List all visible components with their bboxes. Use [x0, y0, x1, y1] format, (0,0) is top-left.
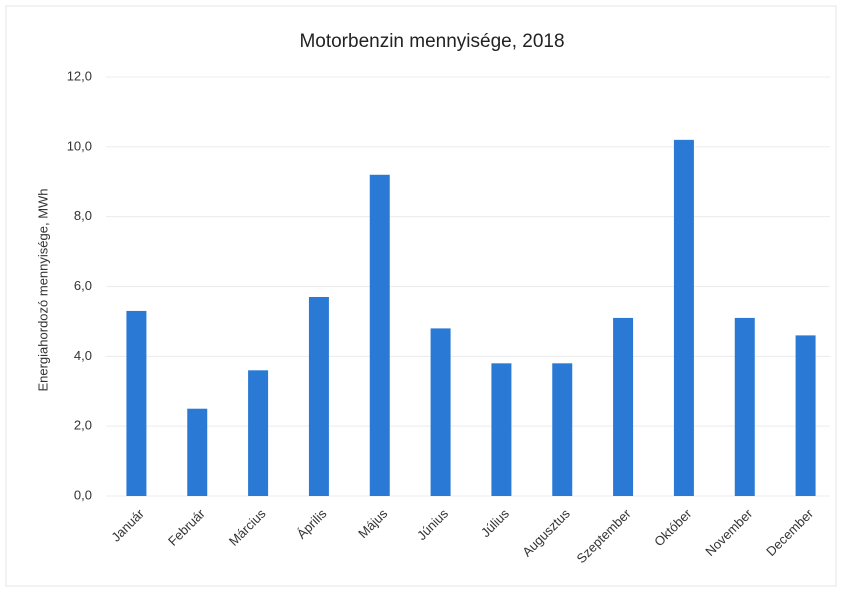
bar — [673, 139, 694, 496]
y-tick-label: 10,0 — [67, 138, 92, 153]
y-tick-label: 8,0 — [74, 208, 92, 223]
bar — [308, 296, 329, 496]
bar — [430, 328, 451, 496]
bar — [248, 370, 269, 496]
chart-title: Motorbenzin mennyisége, 2018 — [299, 31, 564, 52]
bar — [369, 174, 390, 496]
bar — [126, 310, 147, 496]
chart-frame — [5, 5, 837, 587]
bar — [795, 335, 816, 496]
bar — [613, 317, 634, 496]
y-tick-label: 6,0 — [74, 278, 92, 293]
y-tick-label: 2,0 — [74, 418, 92, 433]
bar — [734, 317, 755, 496]
bar — [187, 408, 208, 496]
y-tick-label: 0,0 — [74, 487, 92, 502]
y-axis-label: Energiahordozó mennyisége, MWh — [35, 188, 50, 391]
bar — [552, 363, 573, 496]
bar — [491, 363, 512, 496]
y-tick-label: 12,0 — [67, 68, 92, 83]
y-tick-label: 4,0 — [74, 348, 92, 363]
